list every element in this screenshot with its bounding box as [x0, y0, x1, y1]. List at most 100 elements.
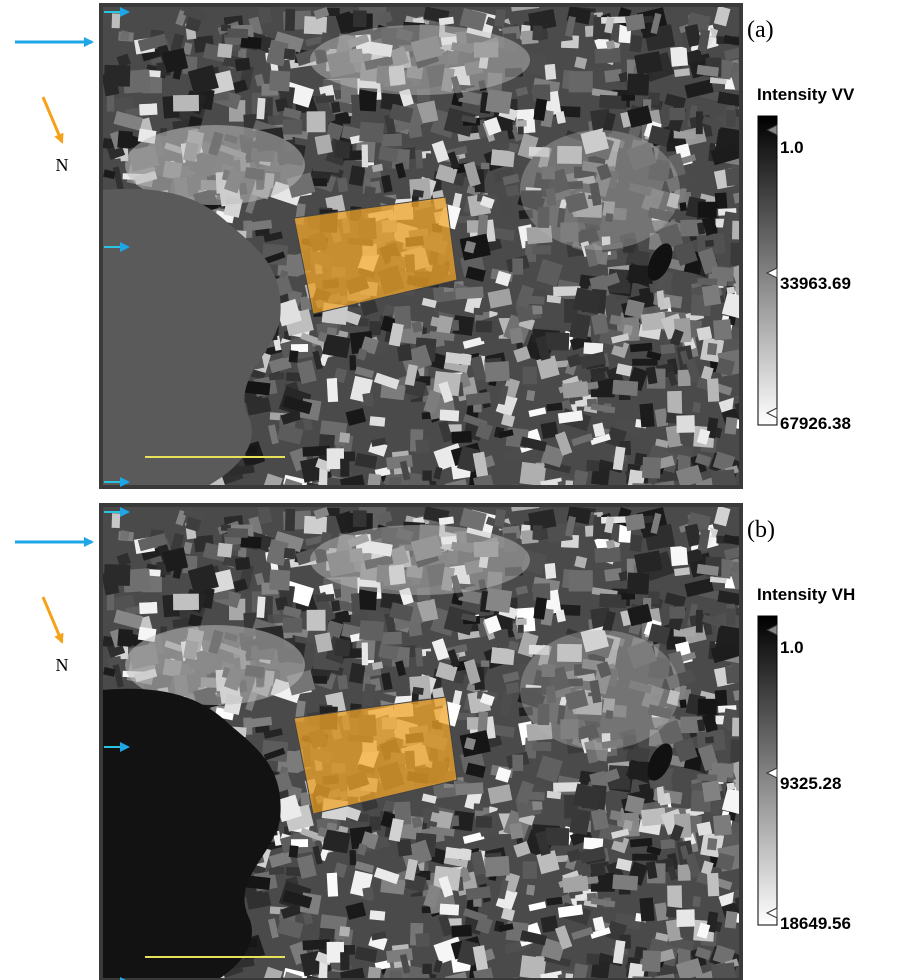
- field-patch: [639, 897, 654, 921]
- field-patch: [284, 48, 296, 60]
- field-patch: [676, 415, 695, 433]
- field-patch: [660, 839, 675, 849]
- field-patch: [586, 953, 599, 964]
- field-patch: [670, 46, 688, 66]
- field-patch: [642, 950, 661, 972]
- field-patch: [467, 717, 479, 730]
- field-patch: [491, 149, 515, 167]
- sar-image: [95, 502, 765, 980]
- field-patch: [339, 432, 350, 443]
- field-patch: [526, 390, 535, 401]
- field-patch: [322, 829, 350, 853]
- field-patch: [606, 540, 615, 549]
- field-patch: [526, 885, 535, 896]
- field-patch: [505, 682, 519, 694]
- field-patch: [625, 14, 645, 32]
- field-patch: [639, 403, 654, 427]
- field-patch: [702, 781, 721, 803]
- panel: N(b)Intensity VH1.09325.2818649.56: [15, 502, 855, 980]
- field-patch: [476, 816, 492, 828]
- field-patch: [217, 43, 232, 58]
- field-patch: [304, 16, 327, 35]
- field-patch: [426, 651, 432, 658]
- field-patch: [509, 327, 523, 344]
- field-patch: [725, 911, 738, 929]
- urban-area: [520, 630, 680, 750]
- field-patch: [359, 122, 384, 143]
- field-patch: [601, 516, 627, 523]
- field-patch: [302, 939, 330, 950]
- field-patch: [491, 647, 515, 665]
- field-patch: [612, 380, 638, 396]
- field-patch: [512, 258, 523, 275]
- field-patch: [621, 95, 635, 101]
- field-patch: [485, 89, 512, 114]
- field-patch: [285, 509, 295, 531]
- colorbar-tick-label: 9325.28: [780, 774, 841, 793]
- north-label: N: [56, 655, 69, 675]
- field-patch: [621, 593, 635, 599]
- sar-image: [95, 2, 765, 515]
- north-arrow: [43, 597, 62, 642]
- field-patch: [627, 74, 649, 96]
- field-patch: [696, 111, 703, 134]
- field-patch: [283, 618, 302, 633]
- field-patch: [702, 285, 721, 307]
- field-patch: [327, 378, 338, 402]
- field-patch: [415, 439, 430, 454]
- field-patch: [440, 904, 460, 916]
- field-patch: [727, 287, 736, 294]
- field-patch: [316, 95, 335, 103]
- field-patch: [474, 308, 484, 315]
- field-patch: [284, 548, 296, 560]
- field-patch: [698, 699, 717, 715]
- field-patch: [302, 445, 330, 456]
- field-patch: [423, 470, 432, 480]
- field-patch: [711, 469, 737, 495]
- field-patch: [353, 10, 367, 27]
- field-patch: [362, 887, 374, 900]
- field-patch: [523, 367, 537, 385]
- field-patch: [678, 864, 691, 880]
- field-patch: [337, 177, 348, 192]
- field-patch: [467, 220, 479, 233]
- field-patch: [696, 610, 703, 633]
- field-patch: [692, 402, 700, 413]
- field-patch: [307, 111, 326, 132]
- urban-area: [310, 525, 530, 595]
- field-patch: [349, 850, 356, 865]
- field-patch: [451, 925, 472, 937]
- field-patch: [353, 510, 367, 527]
- field-patch: [423, 964, 432, 974]
- field-patch: [351, 94, 360, 116]
- field-patch: [104, 65, 130, 87]
- field-patch: [481, 163, 490, 169]
- colorbar-tick-label: 67926.38: [780, 414, 851, 433]
- field-patch: [173, 594, 199, 611]
- field-patch: [235, 557, 251, 571]
- field-patch: [369, 910, 385, 920]
- field-patch: [316, 594, 335, 602]
- field-patch: [235, 58, 251, 72]
- field-patch: [285, 9, 295, 31]
- field-patch: [632, 359, 657, 366]
- field-patch: [112, 513, 121, 528]
- field-patch: [315, 632, 333, 652]
- field-patch: [337, 675, 348, 690]
- field-patch: [120, 30, 130, 41]
- field-patch: [705, 240, 714, 247]
- field-patch: [670, 546, 688, 566]
- field-patch: [601, 16, 627, 23]
- field-patch: [679, 699, 687, 708]
- field-patch: [642, 457, 661, 479]
- field-patch: [269, 372, 285, 380]
- field-patch: [339, 926, 350, 937]
- field-patch: [562, 876, 589, 893]
- field-patch: [369, 416, 385, 426]
- field-patch: [494, 509, 506, 527]
- field-patch: [676, 909, 695, 927]
- field-patch: [674, 131, 696, 139]
- field-patch: [516, 120, 527, 127]
- field-patch: [532, 525, 542, 540]
- field-patch: [697, 774, 717, 781]
